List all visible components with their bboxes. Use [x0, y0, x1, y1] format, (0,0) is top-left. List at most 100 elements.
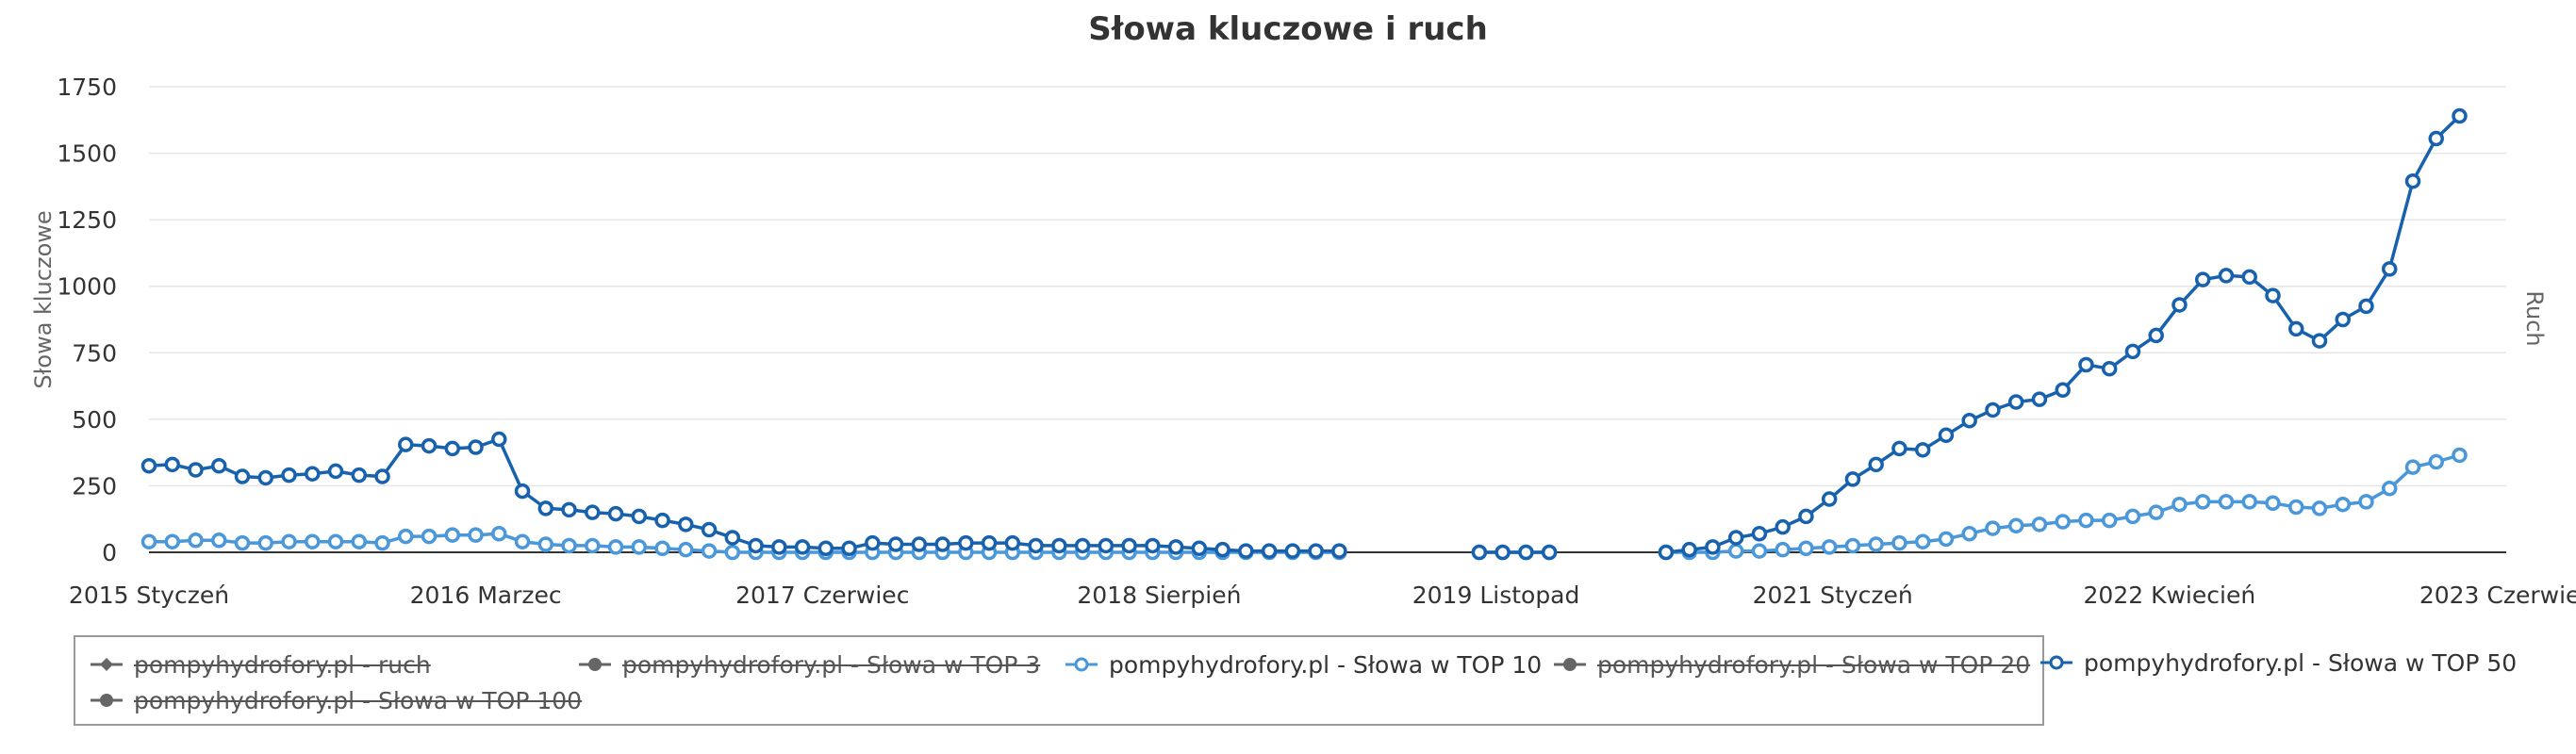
series-layer — [140, 107, 2468, 561]
data-point — [654, 540, 670, 557]
data-point — [607, 539, 624, 555]
x-tick-label: 2018 Sierpień — [1077, 582, 1241, 609]
legend-label: pompyhydrofory.pl - Słowa w TOP 20 — [1597, 650, 2031, 679]
data-point — [1145, 537, 1161, 554]
y-tick-label: 1000 — [57, 273, 117, 301]
legend-label: pompyhydrofory.pl - ruch — [134, 650, 431, 679]
data-point — [2218, 268, 2235, 284]
data-point — [421, 528, 438, 545]
data-point — [2124, 343, 2141, 360]
data-point — [234, 534, 251, 551]
data-point — [374, 534, 390, 551]
data-point — [2311, 333, 2328, 349]
data-point — [887, 536, 904, 552]
data-point — [1821, 491, 1838, 507]
data-point — [211, 458, 227, 474]
data-point — [2265, 495, 2281, 512]
data-point — [1751, 543, 1768, 559]
legend-item-top100[interactable]: pompyhydrofory.pl - Słowa w TOP 100 — [91, 682, 582, 718]
data-point — [1914, 442, 1931, 458]
data-point — [327, 463, 344, 480]
legend-circle-icon — [1065, 657, 1098, 672]
legend-circle-icon — [579, 658, 611, 671]
data-point — [1681, 541, 1697, 558]
data-point — [2287, 320, 2304, 337]
data-point — [2194, 271, 2211, 287]
data-point — [1961, 413, 1977, 429]
data-point — [1938, 427, 1955, 444]
data-point — [1167, 539, 1184, 555]
y-tick-label: 1500 — [57, 140, 117, 168]
data-point — [1541, 544, 1558, 561]
data-point — [1985, 520, 2001, 536]
y-tick-label: 750 — [72, 339, 117, 367]
data-point — [1868, 456, 1884, 473]
data-point — [981, 534, 998, 551]
data-point — [351, 467, 368, 484]
data-point — [140, 458, 157, 474]
data-point — [2031, 391, 2048, 407]
data-point — [678, 541, 694, 558]
data-point — [865, 534, 881, 551]
data-point — [491, 431, 507, 448]
data-point — [2148, 327, 2164, 344]
legend-item-top50[interactable]: pompyhydrofory.pl - Słowa w TOP 50 — [2040, 645, 2517, 680]
data-point — [140, 533, 157, 549]
legend-item-ruch[interactable]: pompyhydrofory.pl - ruch — [91, 647, 431, 682]
data-point — [2148, 504, 2164, 520]
data-point — [631, 539, 648, 555]
data-point — [1961, 525, 1977, 542]
data-point — [1331, 543, 1347, 559]
data-point — [2452, 107, 2468, 124]
x-tick-label: 2021 Styczeń — [1753, 582, 1913, 609]
data-point — [305, 533, 321, 549]
data-point — [1214, 541, 1230, 558]
legend-label: pompyhydrofory.pl - Słowa w TOP 10 — [1109, 650, 1543, 679]
data-point — [537, 500, 554, 516]
x-tick-label: 2022 Kwiecień — [2084, 582, 2256, 609]
data-point — [1238, 543, 1254, 559]
data-point — [1074, 537, 1091, 554]
data-point — [468, 527, 484, 543]
data-point — [514, 533, 531, 549]
data-point — [2218, 494, 2235, 510]
data-point — [1891, 440, 1907, 457]
legend-item-top10[interactable]: pompyhydrofory.pl - Słowa w TOP 10 — [1065, 647, 1542, 682]
data-point — [351, 533, 368, 549]
data-point — [561, 501, 577, 518]
y-tick-label: 0 — [102, 539, 117, 566]
data-point — [2241, 269, 2257, 286]
data-point — [561, 537, 577, 554]
y-tick-label: 1250 — [57, 206, 117, 234]
data-point — [491, 525, 507, 542]
data-point — [1751, 525, 1768, 542]
data-point — [2381, 481, 2398, 497]
data-point — [1705, 539, 1721, 555]
grid-lines — [149, 86, 2506, 553]
data-point — [2265, 287, 2281, 303]
data-point — [1028, 537, 1044, 554]
legend: pompyhydrofory.pl - ruch pompyhydrofory.… — [74, 635, 2044, 726]
legend-item-top3[interactable]: pompyhydrofory.pl - Słowa w TOP 3 — [579, 647, 1040, 682]
data-point — [2287, 499, 2304, 516]
data-point — [281, 467, 297, 484]
data-point — [1518, 544, 1534, 561]
series-1 — [140, 447, 2468, 561]
data-point — [631, 508, 648, 525]
data-point — [2358, 298, 2374, 315]
series-line — [148, 437, 1340, 553]
data-point — [1308, 543, 1324, 559]
data-point — [1727, 530, 1744, 546]
data-point — [1727, 543, 1744, 559]
legend-item-top20[interactable]: pompyhydrofory.pl - Słowa w TOP 20 — [1554, 647, 2030, 682]
legend-circle-icon — [2040, 655, 2072, 670]
data-point — [1494, 544, 1511, 561]
data-point — [537, 536, 554, 552]
data-point — [958, 534, 974, 551]
data-point — [701, 543, 718, 559]
data-point — [2335, 311, 2351, 328]
data-point — [164, 456, 181, 473]
chart: Słowa kluczowe i ruch Słowa kluczowe Ruc… — [30, 10, 2576, 609]
data-point — [701, 521, 718, 538]
data-point — [1775, 518, 1791, 535]
